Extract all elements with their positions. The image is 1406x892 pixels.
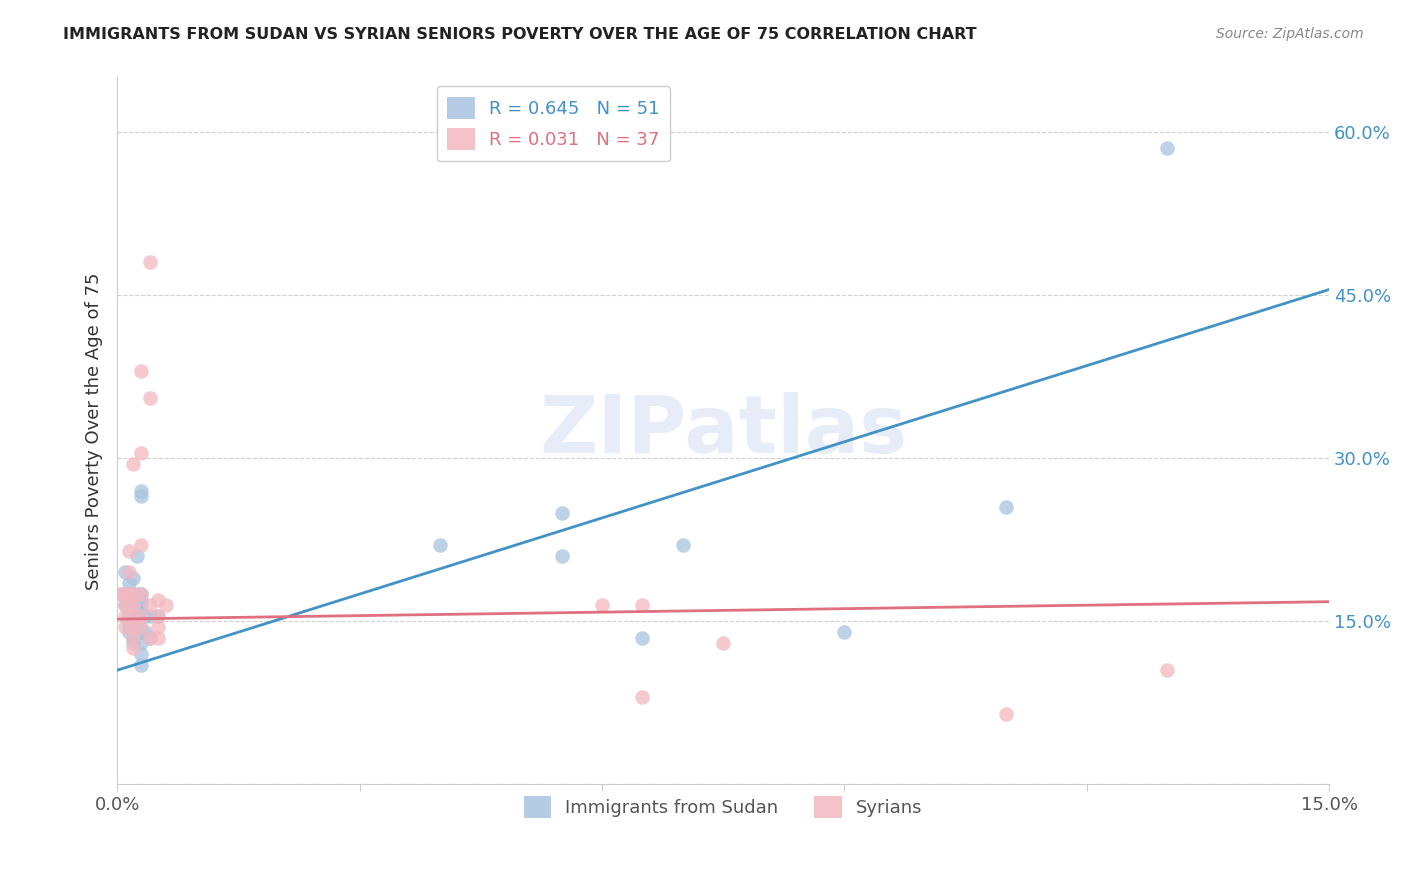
Y-axis label: Seniors Poverty Over the Age of 75: Seniors Poverty Over the Age of 75 (86, 272, 103, 590)
Point (131, 592, 153, 607)
Point (118, 620, 141, 634)
Point (122, 608, 145, 623)
Point (155, 598, 177, 612)
Point (131, 364, 153, 378)
Point (118, 598, 141, 612)
Point (122, 614, 145, 628)
Point (122, 587, 145, 601)
Point (122, 457, 145, 471)
Point (832, 625, 855, 640)
Point (127, 608, 149, 623)
Point (118, 543, 141, 558)
Point (134, 608, 156, 623)
Point (138, 255, 160, 269)
Point (138, 608, 160, 623)
Point (131, 483, 153, 498)
Text: ZIPatlas: ZIPatlas (538, 392, 907, 470)
Point (114, 587, 136, 601)
Point (994, 500, 1017, 514)
Point (131, 636, 153, 650)
Point (146, 620, 169, 634)
Point (131, 620, 153, 634)
Point (118, 587, 141, 601)
Point (131, 647, 153, 661)
Point (118, 608, 141, 623)
Point (146, 608, 169, 623)
Point (122, 608, 145, 623)
Point (131, 587, 153, 601)
Point (118, 625, 141, 640)
Point (114, 587, 136, 601)
Point (122, 620, 145, 634)
Point (118, 603, 141, 617)
Point (122, 592, 145, 607)
Point (118, 566, 141, 580)
Point (550, 506, 572, 520)
Point (131, 587, 153, 601)
Point (127, 587, 149, 601)
Point (591, 598, 613, 612)
Point (127, 598, 149, 612)
Point (131, 608, 153, 623)
Point (131, 489, 153, 503)
Point (131, 625, 153, 640)
Point (550, 549, 572, 563)
Point (138, 631, 160, 645)
Point (138, 631, 160, 645)
Point (114, 566, 136, 580)
Point (122, 636, 145, 650)
Point (146, 608, 169, 623)
Point (994, 706, 1017, 721)
Point (631, 598, 654, 612)
Point (122, 603, 145, 617)
Point (127, 620, 149, 634)
Point (631, 631, 654, 645)
Point (631, 690, 654, 705)
Point (711, 636, 734, 650)
Point (131, 608, 153, 623)
Point (122, 620, 145, 634)
Point (127, 614, 149, 628)
Point (118, 598, 141, 612)
Point (127, 549, 149, 563)
Point (114, 598, 136, 612)
Point (122, 571, 145, 585)
Point (118, 614, 141, 628)
Point (138, 392, 160, 406)
Point (138, 598, 160, 612)
Point (131, 657, 153, 672)
Point (146, 631, 169, 645)
Legend: Immigrants from Sudan, Syrians: Immigrants from Sudan, Syrians (516, 789, 929, 825)
Point (122, 587, 145, 601)
Point (122, 598, 145, 612)
Point (114, 608, 136, 623)
Point (114, 620, 136, 634)
Point (131, 445, 153, 459)
Point (122, 641, 145, 656)
Point (118, 576, 141, 591)
Point (134, 625, 156, 640)
Point (110, 587, 132, 601)
Point (131, 538, 153, 552)
Point (672, 538, 695, 552)
Point (1156, 663, 1178, 677)
Point (110, 587, 132, 601)
Text: IMMIGRANTS FROM SUDAN VS SYRIAN SENIORS POVERTY OVER THE AGE OF 75 CORRELATION C: IMMIGRANTS FROM SUDAN VS SYRIAN SENIORS … (63, 27, 977, 42)
Point (429, 538, 451, 552)
Point (122, 631, 145, 645)
Point (146, 592, 169, 607)
Text: Source: ZipAtlas.com: Source: ZipAtlas.com (1216, 27, 1364, 41)
Point (114, 598, 136, 612)
Point (118, 587, 141, 601)
Point (122, 631, 145, 645)
Point (131, 598, 153, 612)
Point (122, 598, 145, 612)
Point (1156, 141, 1178, 155)
